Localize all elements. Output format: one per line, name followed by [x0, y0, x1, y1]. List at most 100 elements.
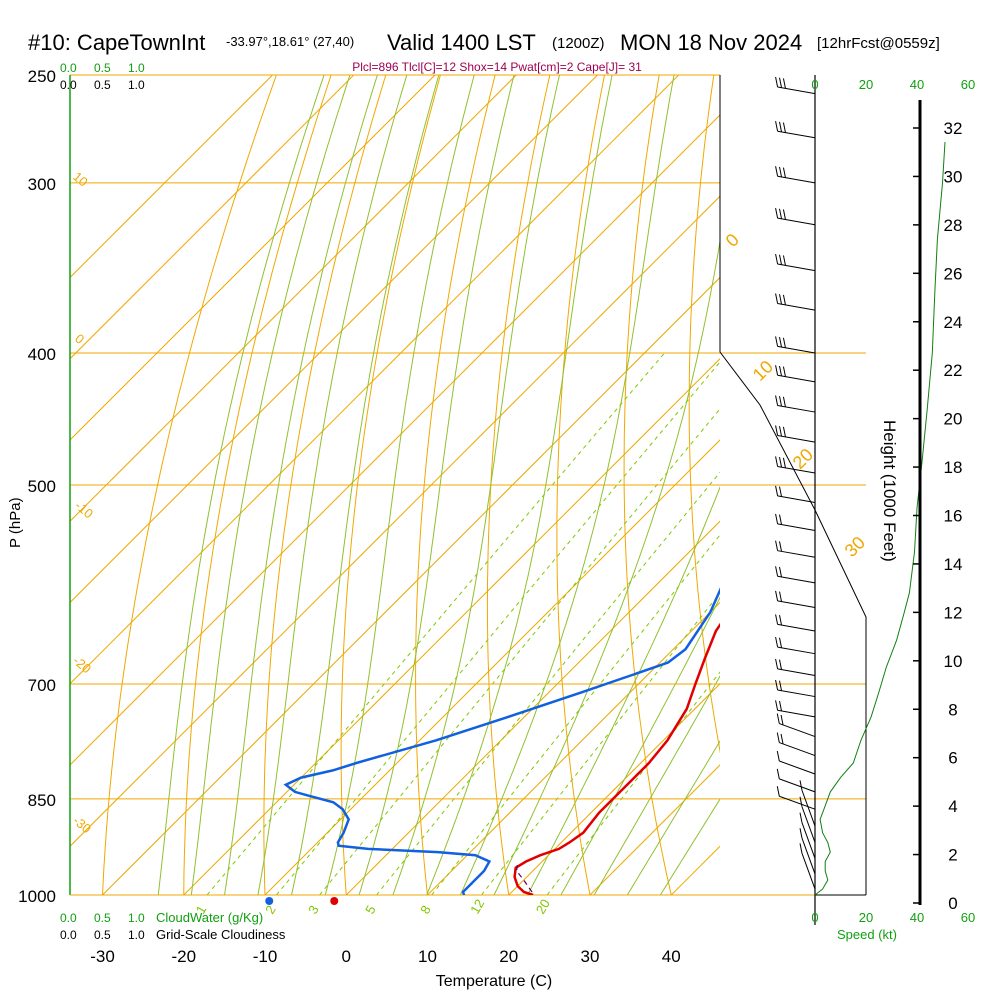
wind-barb-feather — [775, 658, 779, 670]
wind-barb-feather — [779, 486, 783, 497]
isotherm-label: 10 — [749, 357, 777, 385]
temperature-tick-label: -10 — [253, 947, 278, 966]
cloudiness-top-tick: 0.0 — [60, 78, 77, 92]
moist-adiabat-line — [659, 798, 720, 895]
cloudiness-label: Grid-Scale Cloudiness — [156, 927, 286, 942]
cloudiness-bottom-tick: 1.0 — [128, 928, 145, 942]
dry-adiabat-line — [752, 51, 843, 924]
height-tick-label: 22 — [944, 361, 963, 380]
moist-adiabat-line — [593, 675, 720, 895]
chart-title-utc: (1200Z) — [552, 35, 605, 52]
chart-title-valid: Valid 1400 LST — [387, 30, 536, 55]
wind-barb-staff — [777, 345, 816, 354]
wind-barb — [776, 713, 816, 738]
moist-adiabat-line — [358, 75, 515, 895]
mixing-ratio-line — [481, 592, 720, 895]
wind-barb — [775, 566, 816, 584]
isotherm-line — [70, 75, 273, 279]
wind-barb — [775, 395, 816, 413]
temperature-tick-label: -20 — [171, 947, 196, 966]
height-tick-label: 10 — [944, 652, 963, 671]
chart-title-coords: -33.97°,18.61° (27,40) — [226, 34, 354, 49]
wind-barb-staff — [777, 668, 816, 677]
wind-barb-staff — [777, 646, 816, 655]
cloudiness-bottom-tick: 0.0 — [60, 928, 77, 942]
wind-barb-feather — [775, 253, 779, 265]
wind-barb — [775, 700, 816, 718]
wind-barb-feather — [779, 294, 783, 305]
wind-barb-feather — [779, 77, 783, 88]
wind-barb-feather — [782, 366, 786, 377]
height-tick-label: 26 — [944, 264, 963, 283]
height-tick-label: 12 — [944, 603, 963, 622]
wind-barb — [775, 253, 816, 272]
temperature-tick-label: 10 — [418, 947, 437, 966]
dry-adiabat-line — [183, 75, 332, 895]
wind-barb-feather — [775, 208, 779, 219]
chart-title-date: MON 18 Nov 2024 — [620, 30, 802, 55]
isotherm-line — [70, 75, 436, 441]
wind-barb-staff — [777, 130, 816, 139]
wind-barb-feather — [775, 614, 779, 625]
wind-barb-feather — [782, 396, 786, 407]
wind-barb-feather — [782, 209, 786, 220]
moist-adiabat-line — [527, 485, 720, 895]
wind-barb — [799, 780, 816, 827]
wind-barb-feather — [775, 485, 779, 496]
wind-barb-feather — [775, 513, 779, 525]
dry-adiabat-lines — [101, 51, 1000, 924]
wind-barb-feather — [775, 636, 779, 648]
moist-adiabat-line — [493, 238, 720, 895]
wind-barb-staff — [777, 689, 816, 698]
cloud-water-top-tick: 0.5 — [94, 61, 111, 75]
mixing-ratio-line — [319, 408, 720, 895]
wind-barb-staff — [779, 760, 816, 775]
cloudiness-bottom-tick: 0.5 — [94, 928, 111, 942]
wind-barb-feather — [799, 796, 803, 807]
wind-barb-staff — [801, 806, 816, 843]
wind-barb — [775, 614, 816, 632]
dry-adiabat-line — [263, 75, 387, 895]
wind-barb — [799, 843, 816, 890]
cloud-water-bottom-tick: 0.0 — [60, 911, 77, 925]
speed-bottom-tick: 60 — [961, 910, 975, 925]
wind-barb — [775, 540, 816, 558]
mixing-ratio-label: 12 — [467, 896, 487, 916]
wind-barb-feather — [775, 566, 779, 577]
wind-barb-staff — [777, 550, 816, 558]
dry-adiabat-line — [556, 75, 606, 895]
dry-adiabat-line — [987, 51, 1000, 924]
wind-barb-feather — [775, 590, 779, 601]
pressure-grid-lines — [70, 74, 866, 896]
wind-barb-staff — [801, 790, 816, 827]
wind-barb — [775, 208, 816, 226]
speed-axis-label: Speed (kt) — [837, 927, 897, 942]
moist-adiabat-line — [290, 75, 440, 895]
wind-barb-feather — [775, 336, 779, 347]
cloud-water-label: CloudWater (g/Kg) — [156, 910, 263, 925]
wind-barb-staff — [777, 623, 816, 632]
dry-adiabat-line — [623, 75, 672, 895]
wind-barb-staff — [779, 723, 816, 738]
height-tick-label: 8 — [948, 700, 957, 719]
height-tick-label: 28 — [944, 216, 963, 235]
pressure-tick-label: 850 — [28, 791, 56, 810]
wind-barb-feather — [775, 76, 779, 88]
isotherm-line — [427, 601, 720, 895]
wind-barb — [775, 76, 816, 95]
moist-adiabat-line — [190, 75, 351, 895]
pressure-tick-label: 1000 — [18, 887, 56, 906]
wind-barb-feather — [782, 255, 786, 266]
isotherm-line — [345, 520, 720, 895]
wind-barb-staff — [777, 263, 816, 272]
wind-barb — [775, 456, 816, 474]
speed-bottom-tick: 20 — [859, 910, 873, 925]
wind-barb-staff — [777, 575, 816, 584]
height-tick-label: 30 — [944, 167, 963, 186]
wind-barb-feather — [779, 457, 783, 468]
wind-barb-feather — [782, 122, 786, 133]
stability-indices: Plcl=896 Tlcl[C]=12 Shox=14 Pwat[cm]=2 C… — [352, 60, 642, 74]
pressure-tick-label: 500 — [28, 477, 56, 496]
